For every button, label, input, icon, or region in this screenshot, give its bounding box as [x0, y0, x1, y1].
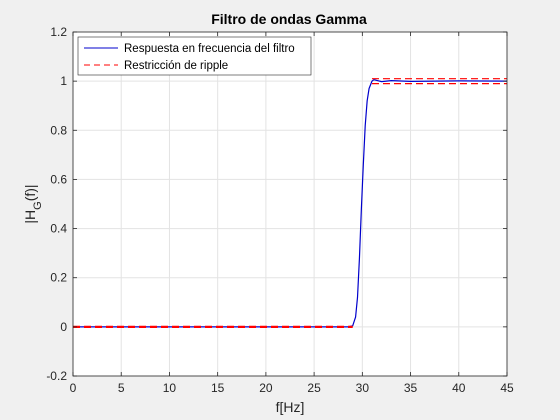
- y-tick-label: 1.2: [50, 25, 67, 39]
- plot-frame: [72, 31, 508, 377]
- y-tick-label: 0.8: [50, 123, 67, 137]
- x-tick-label: 10: [163, 381, 177, 395]
- x-tick-label: 35: [404, 381, 418, 395]
- y-tick-label: 0: [60, 320, 67, 334]
- x-tick-label: 40: [452, 381, 466, 395]
- x-tick-label: 15: [211, 381, 225, 395]
- legend-box: [77, 36, 312, 76]
- chart-title: Filtro de ondas Gamma: [211, 11, 367, 27]
- y-tick-label: 0.2: [50, 271, 67, 285]
- series-group: [73, 78, 508, 328]
- y-tick-label: -0.2: [46, 369, 67, 383]
- x-tick-label: 5: [118, 381, 125, 395]
- x-tick-label: 25: [307, 381, 321, 395]
- y-axis-label: |HG(f)|: [22, 184, 44, 223]
- y-tick-label: 0.6: [50, 172, 67, 186]
- legend: Respuesta en frecuencia del filtro Restr…: [77, 36, 312, 76]
- y-axis-label-subscript: G: [32, 201, 44, 210]
- legend-label-ripple: Restricción de ripple: [124, 60, 228, 72]
- plot-area: [73, 32, 507, 376]
- x-tick-label: 0: [70, 381, 77, 395]
- x-axis-label: f[Hz]: [276, 399, 305, 415]
- y-tick-label: 0.4: [50, 222, 67, 236]
- tick-group: 0 5 10 15 20 25 30 35 40 45-0.200.20.40.60.811.2: [46, 25, 514, 395]
- x-tick-label: 30: [356, 381, 370, 395]
- y-axis-label-suffix: (f)|: [22, 184, 38, 201]
- legend-label-response: Respuesta en frecuencia del filtro: [124, 43, 295, 55]
- x-tick-label: 20: [259, 381, 273, 395]
- x-tick-label: 45: [500, 381, 514, 395]
- y-tick-label: 1: [60, 74, 67, 88]
- y-axis-label-prefix: |H: [22, 210, 38, 224]
